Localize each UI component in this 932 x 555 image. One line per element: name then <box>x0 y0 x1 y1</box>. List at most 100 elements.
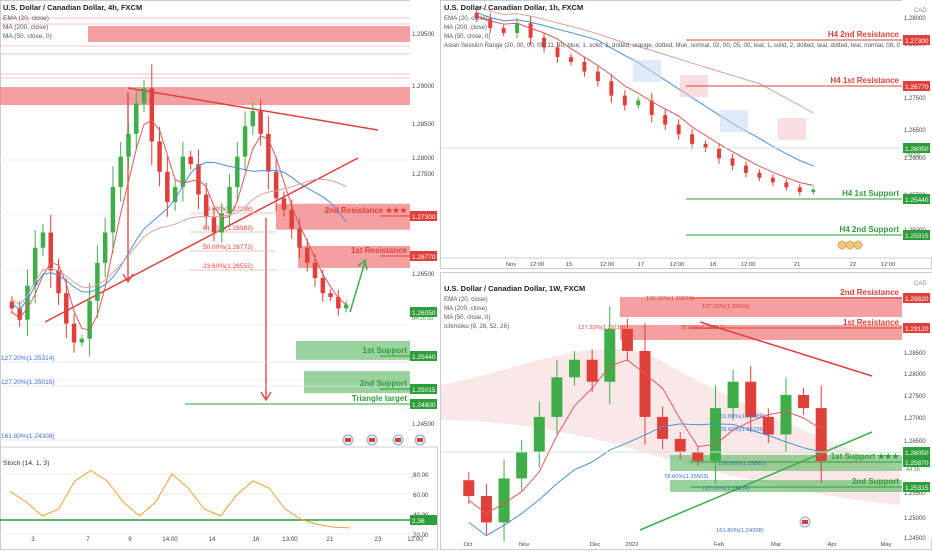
c1w-candle[interactable] <box>586 359 598 382</box>
c1h-candle[interactable] <box>730 158 735 166</box>
c1w-candle[interactable] <box>727 381 739 409</box>
c4h-candle[interactable] <box>266 133 271 172</box>
c1h-candle[interactable] <box>784 182 789 188</box>
c1h-candle[interactable] <box>555 47 560 58</box>
c4h-candle[interactable] <box>95 262 100 301</box>
c4h-candle[interactable] <box>188 156 193 165</box>
w-sup1-zone <box>670 455 902 471</box>
time-tick: Dec <box>590 542 600 548</box>
c4h-candle[interactable] <box>17 308 22 320</box>
c4h-candle[interactable] <box>211 217 217 233</box>
c4h-candle[interactable] <box>71 323 77 343</box>
c1h-candle[interactable] <box>474 12 479 19</box>
c4h-candle[interactable] <box>32 247 38 286</box>
c1h-candle[interactable] <box>811 189 816 193</box>
c1h-candle[interactable] <box>542 37 547 48</box>
c4h-candle[interactable] <box>134 103 139 134</box>
c1h-candle[interactable] <box>501 28 506 33</box>
c1h-candle[interactable] <box>595 71 600 82</box>
c4h-candle[interactable] <box>219 213 225 233</box>
c4h-candle[interactable] <box>289 209 294 229</box>
c4h-candle[interactable] <box>242 126 248 157</box>
c1w-candle[interactable] <box>639 350 651 417</box>
c4h-candle[interactable] <box>227 186 232 214</box>
c4h-candle[interactable] <box>141 88 147 104</box>
w-fib-label: 78.60%(1.26726) <box>720 427 765 433</box>
c4h-candle[interactable] <box>79 338 85 343</box>
c1h-candle[interactable] <box>757 172 762 178</box>
c1h-candle[interactable] <box>717 148 722 159</box>
c1w-candle[interactable] <box>657 416 669 439</box>
c1w-candle[interactable] <box>709 408 721 461</box>
c4h-candle[interactable] <box>110 186 116 233</box>
c4h-candle[interactable] <box>343 304 349 309</box>
c1w-candle[interactable] <box>480 496 492 523</box>
event-icon[interactable] <box>837 240 847 250</box>
indicator-label: MA (200, close) <box>444 24 487 31</box>
c4h-candle[interactable] <box>203 194 209 218</box>
c4h-candle[interactable] <box>126 133 131 157</box>
c1h-candle[interactable] <box>690 134 695 144</box>
c4h-candle[interactable] <box>281 198 287 210</box>
c4h-candle[interactable] <box>258 111 263 134</box>
c1h-candle[interactable] <box>770 177 775 183</box>
c4h-candle[interactable] <box>320 278 326 294</box>
c1w-candle[interactable] <box>551 377 563 417</box>
c1w-candle[interactable] <box>621 328 633 351</box>
c4h-candle[interactable] <box>312 262 318 279</box>
c1h-candle[interactable] <box>797 187 802 193</box>
c4h-candle[interactable] <box>328 293 333 298</box>
c1w-candle[interactable] <box>604 328 616 382</box>
c1w-candle[interactable] <box>569 359 581 378</box>
c1h-candle[interactable] <box>488 18 493 29</box>
c1h-candle[interactable] <box>528 23 533 38</box>
c1w-candle[interactable] <box>516 452 528 479</box>
event-icon[interactable] <box>853 240 863 250</box>
c4h-candle[interactable] <box>165 171 170 203</box>
c1h-candle[interactable] <box>703 143 708 149</box>
c1h-candle[interactable] <box>568 57 573 62</box>
c1h-candle[interactable] <box>609 81 614 96</box>
c4h-candle[interactable] <box>56 270 61 294</box>
c4h-candle[interactable] <box>102 232 108 263</box>
event-icon[interactable] <box>845 240 855 250</box>
c1h-candle[interactable] <box>622 95 627 106</box>
c4h-candle[interactable] <box>9 301 15 309</box>
c4h-candle[interactable] <box>305 247 310 263</box>
c1h-candle[interactable] <box>515 23 520 33</box>
c4h-candle[interactable] <box>250 111 256 127</box>
c4h-candle[interactable] <box>40 232 46 248</box>
c1w-candle[interactable] <box>815 408 827 461</box>
c4h-candle[interactable] <box>157 141 162 172</box>
c4h-candle[interactable] <box>25 285 30 320</box>
c1w-candle[interactable] <box>798 394 810 409</box>
c1h-candle[interactable] <box>582 61 587 72</box>
c4h-candle[interactable] <box>172 186 178 203</box>
c1h-candle[interactable] <box>663 114 668 125</box>
c1w-candle[interactable] <box>780 394 792 435</box>
c1h-candle[interactable] <box>636 100 641 106</box>
c4h-candle[interactable] <box>118 156 123 187</box>
c1w-candle[interactable] <box>692 452 704 461</box>
c4h-candle[interactable] <box>64 293 69 324</box>
c1h-candle[interactable] <box>676 124 681 135</box>
c4h-candle[interactable] <box>235 156 240 187</box>
c1w-candle[interactable] <box>498 478 510 523</box>
c4h-candle[interactable] <box>297 228 302 248</box>
c1w-candle[interactable] <box>463 480 475 497</box>
time-tick: 23 <box>375 536 382 543</box>
c4h-candle[interactable] <box>180 156 186 187</box>
c1w-candle[interactable] <box>533 416 545 453</box>
c4h-candle[interactable] <box>87 300 92 339</box>
c4h-candle[interactable] <box>149 88 155 142</box>
c4h-candle[interactable] <box>273 171 279 199</box>
c1w-candle[interactable] <box>745 381 757 417</box>
stoch-line <box>9 469 351 529</box>
c1w-candle[interactable] <box>762 416 774 435</box>
c4h-candle[interactable] <box>48 232 54 271</box>
c1w-candle[interactable] <box>674 438 686 453</box>
c1h-candle[interactable] <box>649 100 654 115</box>
c1h-candle[interactable] <box>743 165 748 173</box>
c4h-candle[interactable] <box>336 297 341 309</box>
